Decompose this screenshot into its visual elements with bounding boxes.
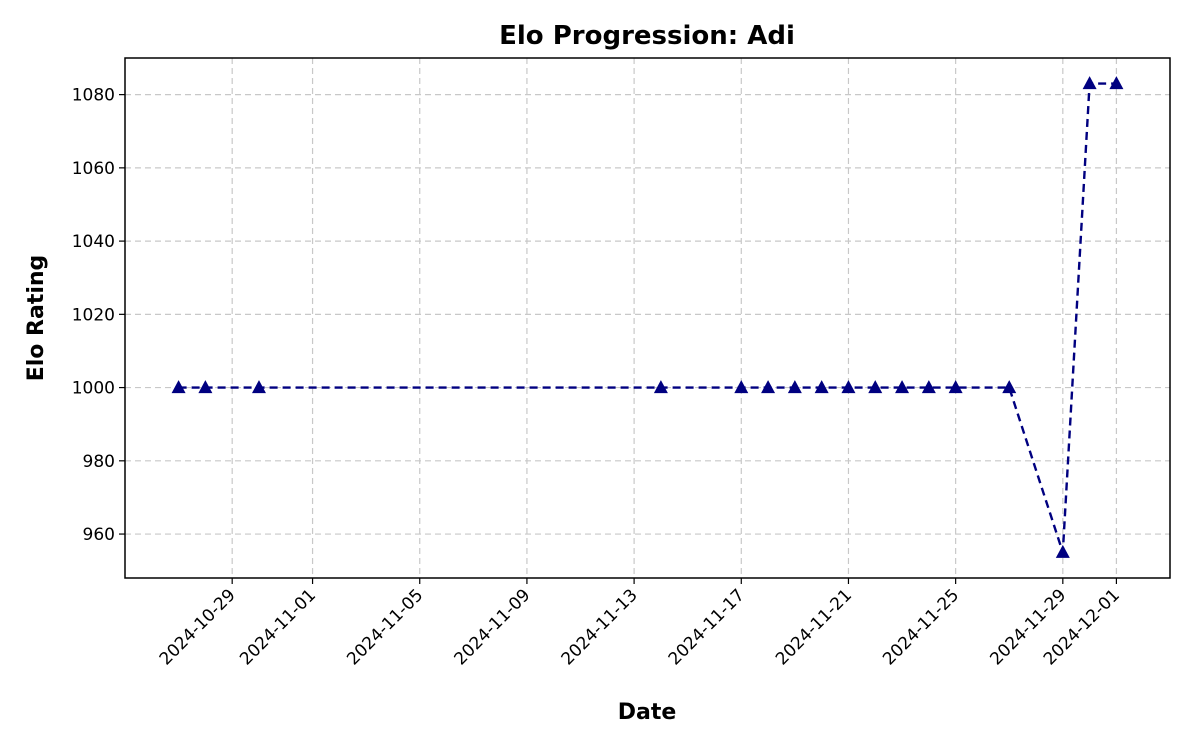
x-axis-label: Date	[618, 700, 677, 725]
plot-frame	[124, 57, 1171, 579]
data-point-marker	[1002, 380, 1017, 394]
data-point-marker	[787, 380, 802, 394]
x-tick-label: 2024-11-17	[665, 585, 749, 669]
data-point-marker	[921, 380, 936, 394]
y-tick-label: 1080	[72, 86, 115, 106]
x-tick-label: 2024-11-01	[236, 585, 320, 669]
x-tick-label: 2024-10-29	[156, 585, 240, 669]
y-tick-label: 1060	[72, 159, 115, 179]
x-tick-label: 2024-11-09	[450, 585, 534, 669]
data-point-marker	[1055, 544, 1070, 558]
y-axis-label: Elo Rating	[24, 255, 49, 382]
y-tick-label: 1040	[72, 232, 115, 252]
x-tick-label: 2024-11-25	[879, 585, 963, 669]
data-point-marker	[895, 380, 910, 394]
data-point-marker	[171, 380, 186, 394]
data-point-marker	[251, 380, 266, 394]
data-point-marker	[734, 380, 749, 394]
y-tick-label: 1020	[72, 305, 115, 325]
y-tick-label: 1000	[72, 379, 115, 399]
data-point-marker	[841, 380, 856, 394]
y-tick-label: 980	[83, 452, 115, 472]
data-point-marker	[1109, 76, 1124, 90]
grid-layer	[125, 58, 1170, 578]
x-tick-label: 2024-11-13	[558, 585, 642, 669]
y-tick-label: 960	[83, 525, 115, 545]
data-point-marker	[814, 380, 829, 394]
series-layer	[171, 76, 1124, 558]
x-tick-label: 2024-11-05	[343, 585, 427, 669]
chart-title: Elo Progression: Adi	[499, 21, 795, 51]
data-point-marker	[653, 380, 668, 394]
data-point-marker	[1082, 76, 1097, 90]
data-point-marker	[761, 380, 776, 394]
data-point-marker	[198, 380, 213, 394]
data-point-marker	[948, 380, 963, 394]
series-line	[178, 82, 1117, 553]
x-tick-label: 2024-11-21	[772, 585, 856, 669]
data-point-marker	[868, 380, 883, 394]
